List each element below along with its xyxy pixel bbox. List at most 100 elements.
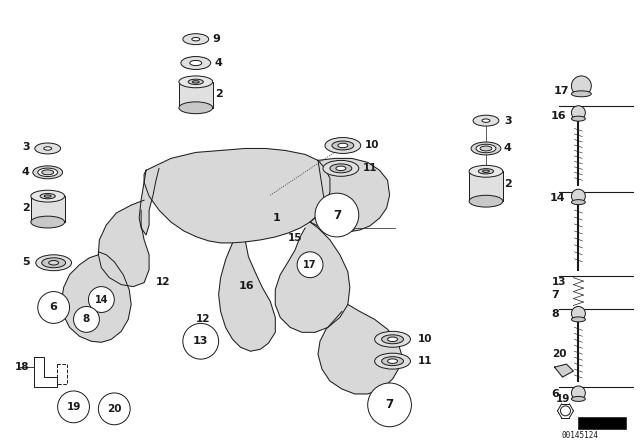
Text: 2: 2 — [214, 89, 223, 99]
Ellipse shape — [388, 337, 397, 341]
Circle shape — [572, 189, 586, 203]
Text: 00145124: 00145124 — [561, 431, 598, 440]
Text: 13: 13 — [552, 277, 566, 287]
Bar — [579, 417, 626, 429]
Text: 15: 15 — [342, 223, 356, 233]
Text: 8: 8 — [552, 310, 559, 319]
Circle shape — [297, 252, 323, 278]
Ellipse shape — [325, 138, 361, 154]
Ellipse shape — [42, 170, 54, 175]
Ellipse shape — [40, 194, 55, 199]
Text: 16: 16 — [239, 280, 254, 291]
Ellipse shape — [374, 332, 410, 347]
Polygon shape — [275, 222, 350, 332]
Text: 8: 8 — [83, 314, 90, 324]
Circle shape — [572, 306, 586, 320]
Ellipse shape — [469, 165, 503, 177]
Ellipse shape — [188, 79, 204, 85]
Polygon shape — [144, 148, 330, 243]
Ellipse shape — [336, 166, 346, 171]
Circle shape — [572, 386, 586, 400]
Text: 19: 19 — [556, 394, 570, 404]
Ellipse shape — [44, 195, 51, 197]
Ellipse shape — [332, 141, 354, 150]
Polygon shape — [310, 159, 390, 232]
Ellipse shape — [482, 119, 490, 122]
Text: 4: 4 — [214, 58, 223, 68]
Text: 1: 1 — [272, 213, 280, 223]
Ellipse shape — [33, 166, 63, 179]
Ellipse shape — [483, 170, 490, 172]
Circle shape — [368, 383, 412, 427]
Text: 3: 3 — [22, 142, 29, 152]
Circle shape — [315, 193, 359, 237]
Ellipse shape — [42, 258, 65, 268]
Polygon shape — [99, 200, 149, 287]
Circle shape — [561, 406, 570, 416]
Text: 12: 12 — [196, 314, 211, 324]
Circle shape — [572, 106, 586, 120]
Text: 3: 3 — [504, 116, 511, 125]
Text: 2: 2 — [504, 179, 511, 189]
Ellipse shape — [183, 34, 209, 45]
Text: 14: 14 — [95, 294, 108, 305]
Ellipse shape — [476, 144, 496, 153]
Text: 17: 17 — [554, 86, 569, 96]
Text: 6: 6 — [50, 302, 58, 312]
Polygon shape — [57, 364, 67, 384]
Ellipse shape — [44, 147, 52, 150]
Text: 4: 4 — [22, 167, 29, 177]
Circle shape — [99, 393, 130, 425]
Text: 18: 18 — [15, 362, 29, 372]
Ellipse shape — [35, 143, 61, 154]
Ellipse shape — [31, 190, 65, 202]
Text: 7: 7 — [333, 209, 341, 222]
Ellipse shape — [192, 38, 200, 41]
Ellipse shape — [190, 60, 202, 65]
Ellipse shape — [31, 216, 65, 228]
Ellipse shape — [381, 335, 403, 344]
Ellipse shape — [338, 143, 348, 148]
Ellipse shape — [186, 59, 205, 67]
Ellipse shape — [49, 261, 59, 265]
Text: 7: 7 — [552, 289, 559, 300]
Text: 15: 15 — [288, 233, 303, 243]
Circle shape — [58, 391, 90, 423]
Text: 12: 12 — [156, 277, 170, 287]
Circle shape — [183, 323, 219, 359]
Ellipse shape — [179, 76, 212, 88]
Text: 11: 11 — [363, 164, 377, 173]
Text: 6: 6 — [552, 389, 559, 399]
Ellipse shape — [330, 164, 352, 173]
Ellipse shape — [381, 357, 403, 366]
Polygon shape — [318, 305, 401, 394]
Ellipse shape — [478, 168, 493, 174]
Ellipse shape — [323, 160, 359, 177]
Polygon shape — [219, 242, 275, 351]
Ellipse shape — [179, 102, 212, 114]
Bar — [469, 171, 503, 201]
Text: 2: 2 — [22, 203, 29, 213]
Polygon shape — [139, 168, 159, 235]
Ellipse shape — [181, 56, 211, 69]
Ellipse shape — [182, 57, 210, 69]
Ellipse shape — [374, 353, 410, 369]
Ellipse shape — [469, 195, 503, 207]
Ellipse shape — [480, 146, 492, 151]
Text: 10: 10 — [365, 141, 380, 151]
Ellipse shape — [38, 168, 58, 177]
Ellipse shape — [572, 91, 591, 97]
Ellipse shape — [572, 116, 586, 121]
Text: 4: 4 — [504, 143, 512, 154]
Text: 20: 20 — [107, 404, 122, 414]
Bar — [179, 82, 212, 108]
Ellipse shape — [193, 81, 199, 83]
Text: 16: 16 — [550, 111, 566, 121]
Polygon shape — [61, 252, 131, 342]
Ellipse shape — [572, 317, 586, 322]
Text: 9: 9 — [212, 34, 221, 44]
Text: 17: 17 — [303, 260, 317, 270]
Ellipse shape — [572, 396, 586, 401]
Text: 13: 13 — [193, 336, 209, 346]
Text: 11: 11 — [417, 356, 432, 366]
